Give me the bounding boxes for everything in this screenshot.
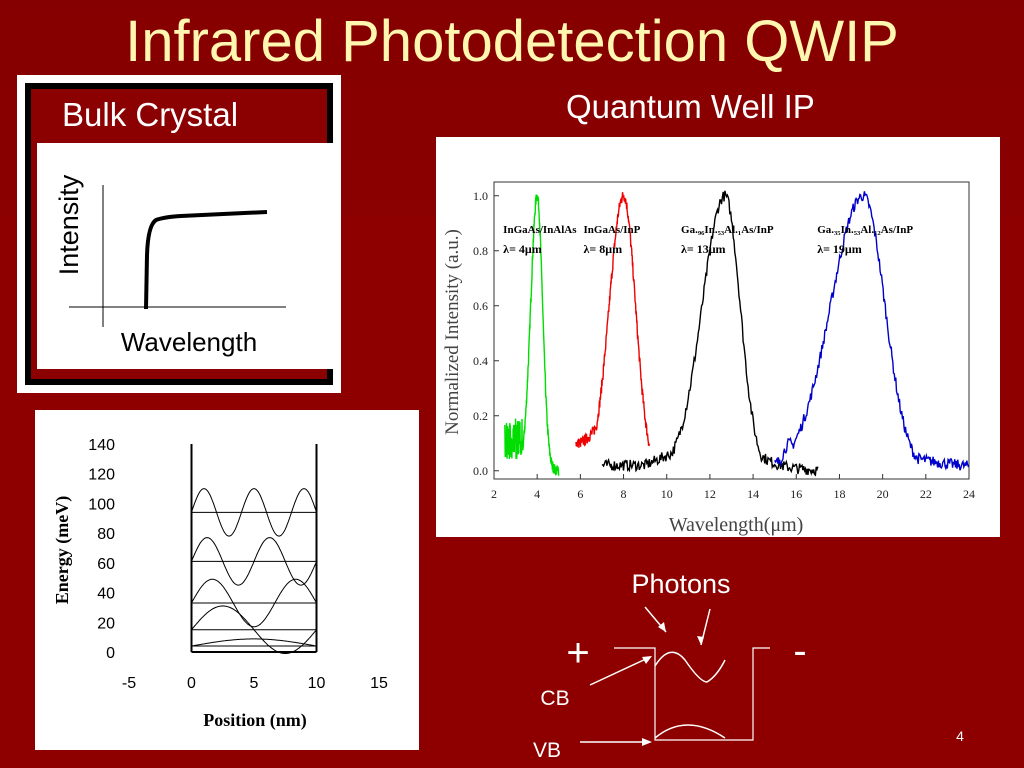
bulk-plot-area [37, 143, 333, 369]
energy-x-tick-label: 5 [250, 675, 259, 692]
bulk-xlabel: Wavelength [121, 327, 257, 357]
qwip-x-tick-label: 22 [920, 487, 932, 501]
cb-arrow [589, 657, 649, 686]
bulk-crystal-title: Bulk Crystal [62, 96, 239, 133]
qwip-x-tick-label: 24 [963, 487, 975, 501]
wavefunction-curve [191, 638, 317, 647]
energy-ylabel: Energy (meV) [52, 496, 73, 604]
ground-state-wavefunction [654, 724, 726, 739]
cb-arrow-head [642, 656, 652, 664]
energy-x-tick-label: -5 [122, 675, 136, 692]
qwip-series-line [774, 191, 970, 471]
qwip-x-tick-label: 4 [534, 487, 540, 501]
energy-x-tick-label: 15 [370, 675, 388, 692]
energy-levels-chart: -5 0 5 10 15 0 20 40 60 80 100 120 140 Position (nm… [52, 437, 388, 731]
energy-y-tick-label: 40 [97, 586, 115, 603]
qwip-series-group [504, 190, 970, 477]
photon-arrow-right-head [697, 636, 704, 645]
vb-arrow-head [642, 738, 652, 746]
energy-y-ticks: 0 20 40 60 80 100 120 140 [88, 437, 115, 662]
bulk-frame-black [25, 83, 333, 385]
qwip-x-ticks: 2 4 6 8 10 12 14 16 18 20 22 24 [491, 474, 975, 501]
qwip-series-name: InGaAs/InAlAs [503, 224, 577, 236]
vb-label: VB [533, 739, 561, 762]
excited-state-wavefunction [654, 651, 726, 683]
energy-well-group [191, 488, 317, 654]
qwip-series-annotation: λ= 19μm [817, 242, 862, 256]
photons-label: Photons [631, 569, 730, 599]
wavefunction-curve [191, 537, 317, 586]
energy-xlabel: Position (nm) [203, 710, 307, 731]
energy-y-tick-label: 100 [88, 496, 115, 513]
band-diagram: Photons + - CB VB [533, 569, 807, 762]
qwip-series-name: Ga.₃₅In.₅₃Al.₁₂As/InP [817, 224, 913, 236]
photon-arrow-left-head [658, 622, 666, 632]
qwip-y-tick-label: 0.4 [473, 354, 488, 368]
energy-y-tick-label: 120 [88, 467, 115, 484]
qwip-series-annotation: λ= 13μm [681, 242, 726, 256]
qwip-series-annotation: λ= 4μm [503, 242, 542, 256]
quantum-well-profile [614, 647, 770, 741]
qwip-y-tick-label: 1.0 [473, 189, 488, 203]
qwip-title: Quantum Well IP [566, 88, 815, 125]
qwip-y-tick-label: 0.6 [473, 299, 488, 313]
wavefunction-curve [191, 578, 317, 628]
qwip-x-tick-label: 8 [621, 487, 627, 501]
qwip-x-tick-label: 16 [790, 487, 802, 501]
qwip-y-tick-label: 0.2 [473, 409, 488, 423]
energy-y-tick-label: 140 [88, 437, 115, 454]
qwip-spectra-chart: 2 4 6 8 10 12 14 16 18 20 22 24 0.00.20.40.60.81.0 … [442, 181, 975, 536]
qwip-y-tick-label: 0.8 [473, 244, 488, 258]
energy-y-tick-label: 80 [97, 526, 115, 543]
bulk-ylabel: Intensity [54, 174, 84, 275]
energy-x-tick-label: 0 [187, 675, 196, 692]
bulk-absorption-curve [144, 210, 268, 310]
qwip-y-tick-label: 0.0 [473, 464, 488, 478]
energy-x-tick-label: 10 [308, 675, 326, 692]
qwip-series-name: InGaAs/InP [584, 224, 641, 236]
energy-levels-panel: -5 0 5 10 15 0 20 40 60 80 100 120 140 Position (nm… [35, 410, 419, 750]
qwip-series-line [504, 194, 560, 476]
qwip-series-name: Ga.₉₆In.₅₃Al.₁As/InP [681, 224, 774, 236]
cb-label: CB [540, 687, 569, 710]
qwip-annotations: InGaAs/InAlAs λ= 4μm InGaAs/InP λ= 8μm Ga.₉₆… [503, 224, 913, 256]
energy-x-ticks: -5 0 5 10 15 [122, 675, 388, 692]
qwip-x-tick-label: 18 [833, 487, 845, 501]
qwip-xlabel: Wavelength(μm) [669, 514, 804, 536]
minus-label: - [793, 629, 806, 673]
qwip-x-tick-label: 14 [747, 487, 759, 501]
qwip-x-tick-label: 10 [661, 487, 673, 501]
bulk-crystal-panel [17, 75, 341, 393]
wavefunction-curve [191, 605, 317, 654]
slide-title: Infrared Photodetection QWIP [125, 9, 899, 74]
qwip-x-tick-label: 6 [577, 487, 583, 501]
wavefunction-curve [191, 488, 317, 537]
qwip-x-tick-label: 12 [704, 487, 716, 501]
energy-y-tick-label: 20 [97, 615, 115, 632]
bulk-intensity-sketch: Intensity Wavelength [54, 174, 286, 357]
bulk-frame-red [31, 89, 333, 379]
energy-y-tick-label: 60 [97, 556, 115, 573]
qwip-plot-frame [493, 181, 970, 480]
qwip-x-tick-label: 2 [491, 487, 497, 501]
qwip-ylabel: Normalized Intensity (a.u.) [442, 229, 463, 435]
qwip-spectra-panel: 2 4 6 8 10 12 14 16 18 20 22 24 0.0 0.2 0.4 0.6 0.8 1.0 … [436, 137, 1000, 537]
energy-y-tick-label: 0 [106, 645, 115, 662]
qwip-series-annotation: λ= 8μm [584, 242, 623, 256]
energy-axes [190, 444, 318, 653]
qwip-series-line [601, 190, 819, 477]
plus-label: + [566, 631, 589, 675]
slide-number: 4 [956, 728, 964, 744]
qwip-series-line [575, 192, 651, 448]
qwip-x-tick-label: 20 [877, 487, 889, 501]
qwip-y-ticks: 0.0 0.2 0.4 0.6 0.8 1.0 [473, 189, 499, 478]
